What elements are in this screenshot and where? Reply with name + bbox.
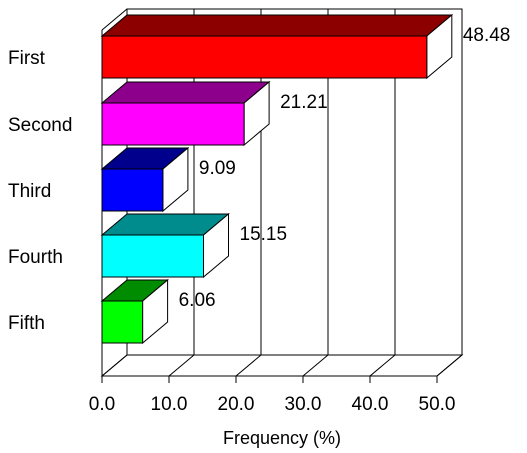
floor-gridline	[235, 354, 262, 377]
value-labels: 48.48 21.21 9.09 15.15 6.06	[179, 25, 511, 311]
bar-fifth	[100, 278, 169, 345]
bar-third	[100, 146, 190, 213]
value-label: 21.21	[280, 92, 328, 113]
category-label: Second	[8, 115, 72, 136]
x-tick-labels: 0.0 10.0 20.0 30.0 40.0 50.0	[89, 394, 456, 415]
bar-first	[100, 13, 454, 80]
value-label: 48.48	[463, 25, 511, 46]
x-tick-label: 50.0	[419, 394, 456, 415]
floor-gridline	[369, 354, 396, 377]
category-label: Third	[8, 181, 51, 202]
x-tick-label: 40.0	[352, 394, 389, 415]
bar-top-face	[100, 14, 454, 37]
floor-gridline	[302, 354, 329, 377]
category-label: Fifth	[8, 313, 45, 334]
value-label: 6.06	[179, 290, 216, 311]
bar-front-face	[101, 234, 205, 278]
category-labels: First Second Third Fourth Fifth	[8, 48, 72, 334]
x-tick-label: 30.0	[285, 394, 322, 415]
floor-gridline	[168, 354, 195, 377]
floor-gridline	[101, 354, 128, 377]
category-label: First	[8, 48, 46, 69]
floor-gridline	[436, 354, 463, 377]
value-label: 9.09	[199, 158, 236, 179]
value-label: 15.15	[240, 224, 288, 245]
bar-front-face	[101, 300, 144, 344]
x-tick-label: 0.0	[89, 394, 115, 415]
bar-front-face	[101, 35, 428, 79]
x-tick-label: 10.0	[151, 394, 188, 415]
chart-bars	[100, 13, 454, 345]
floor	[100, 354, 464, 377]
category-label: Fourth	[8, 247, 63, 268]
bar-top-face	[100, 81, 271, 104]
x-axis-title: Frequency (%)	[223, 428, 341, 448]
x-tick-label: 20.0	[218, 394, 255, 415]
bar-second	[100, 80, 271, 147]
bar-front-face	[101, 168, 164, 212]
bar-front-face	[101, 102, 245, 146]
bar-fourth	[100, 212, 230, 279]
top-left-edge	[101, 8, 128, 31]
